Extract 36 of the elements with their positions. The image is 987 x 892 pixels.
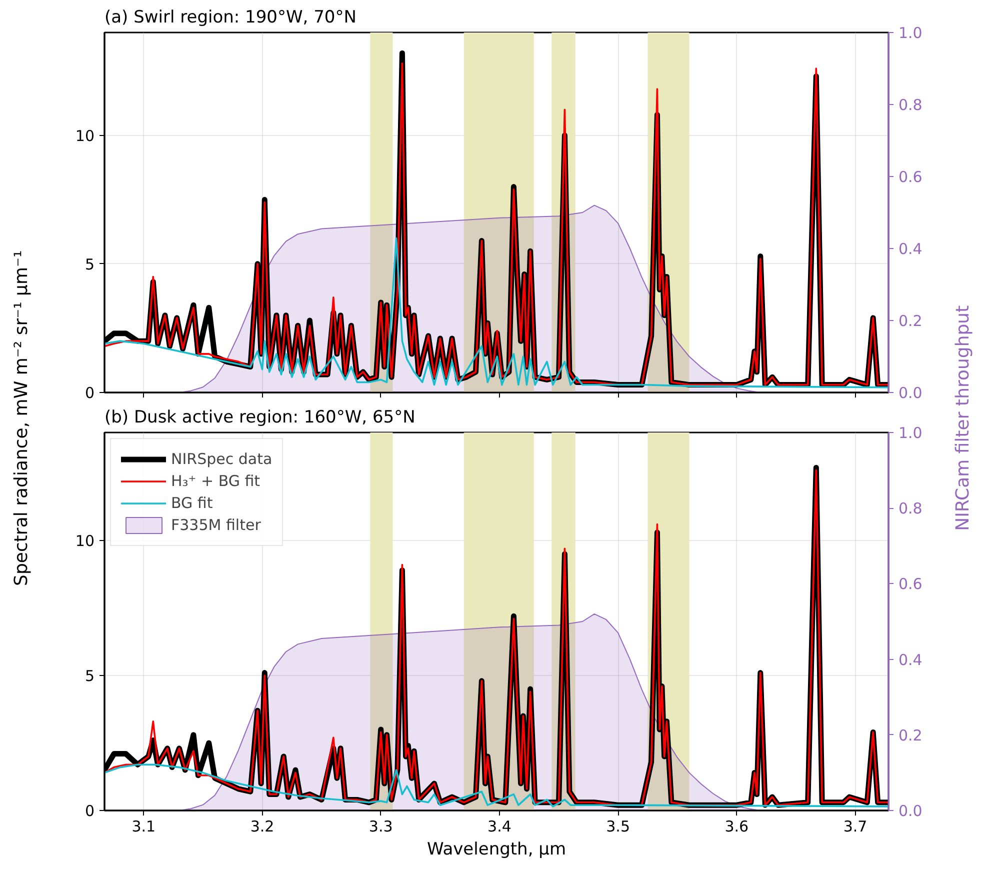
legend-label: H₃⁺ + BG fit <box>171 472 260 490</box>
y2-tick-label: 0.8 <box>898 96 922 114</box>
x-tick-label: 3.7 <box>843 818 868 836</box>
y2-tick-label: 0.6 <box>898 575 922 594</box>
x-tick-label: 3.2 <box>250 818 274 836</box>
y2-tick-label: 0.2 <box>898 726 922 744</box>
chart-title: (a) Swirl region: 190°W, 70°N <box>104 8 356 28</box>
y2-tick-label: 0.0 <box>898 802 922 820</box>
y2-tick-label: 1.0 <box>898 424 922 442</box>
legend-label: NIRSpec data <box>171 450 272 468</box>
y-axis-title: Spectral radiance, mW m⁻² sr⁻¹ µm⁻¹ <box>11 250 32 586</box>
legend-label: BG fit <box>171 494 213 512</box>
line-series <box>104 764 888 808</box>
y2-tick-label: 0.4 <box>898 240 922 258</box>
x-tick-label: 3.5 <box>606 818 630 836</box>
y-tick-label: 10 <box>75 532 95 550</box>
line-series <box>104 237 888 388</box>
y2-tick-label: 0.8 <box>898 500 922 518</box>
y2-tick-label: 0.6 <box>898 168 922 186</box>
x-tick-label: 3.1 <box>132 818 156 836</box>
y2-axis-title: NIRCam filter throughput <box>952 305 974 531</box>
y-tick-label: 5 <box>84 255 95 274</box>
x-axis-title: Wavelength, µm <box>426 840 566 860</box>
y-tick-label: 0 <box>84 384 95 402</box>
y2-tick-label: 0.2 <box>898 312 922 330</box>
y2-tick-label: 0.0 <box>898 384 922 402</box>
legend-label: F335M filter <box>171 516 261 534</box>
y-tick-label: 0 <box>84 802 95 820</box>
y-tick-label: 10 <box>75 126 95 145</box>
x-tick-label: 3.4 <box>488 818 512 836</box>
y-tick-label: 5 <box>84 667 95 685</box>
chart-title: (b) Dusk active region: 160°W, 65°N <box>104 408 416 428</box>
y2-tick-label: 1.0 <box>898 24 922 42</box>
x-tick-label: 3.6 <box>724 818 749 836</box>
y2-tick-label: 0.4 <box>898 650 922 669</box>
x-tick-label: 3.3 <box>368 818 393 836</box>
